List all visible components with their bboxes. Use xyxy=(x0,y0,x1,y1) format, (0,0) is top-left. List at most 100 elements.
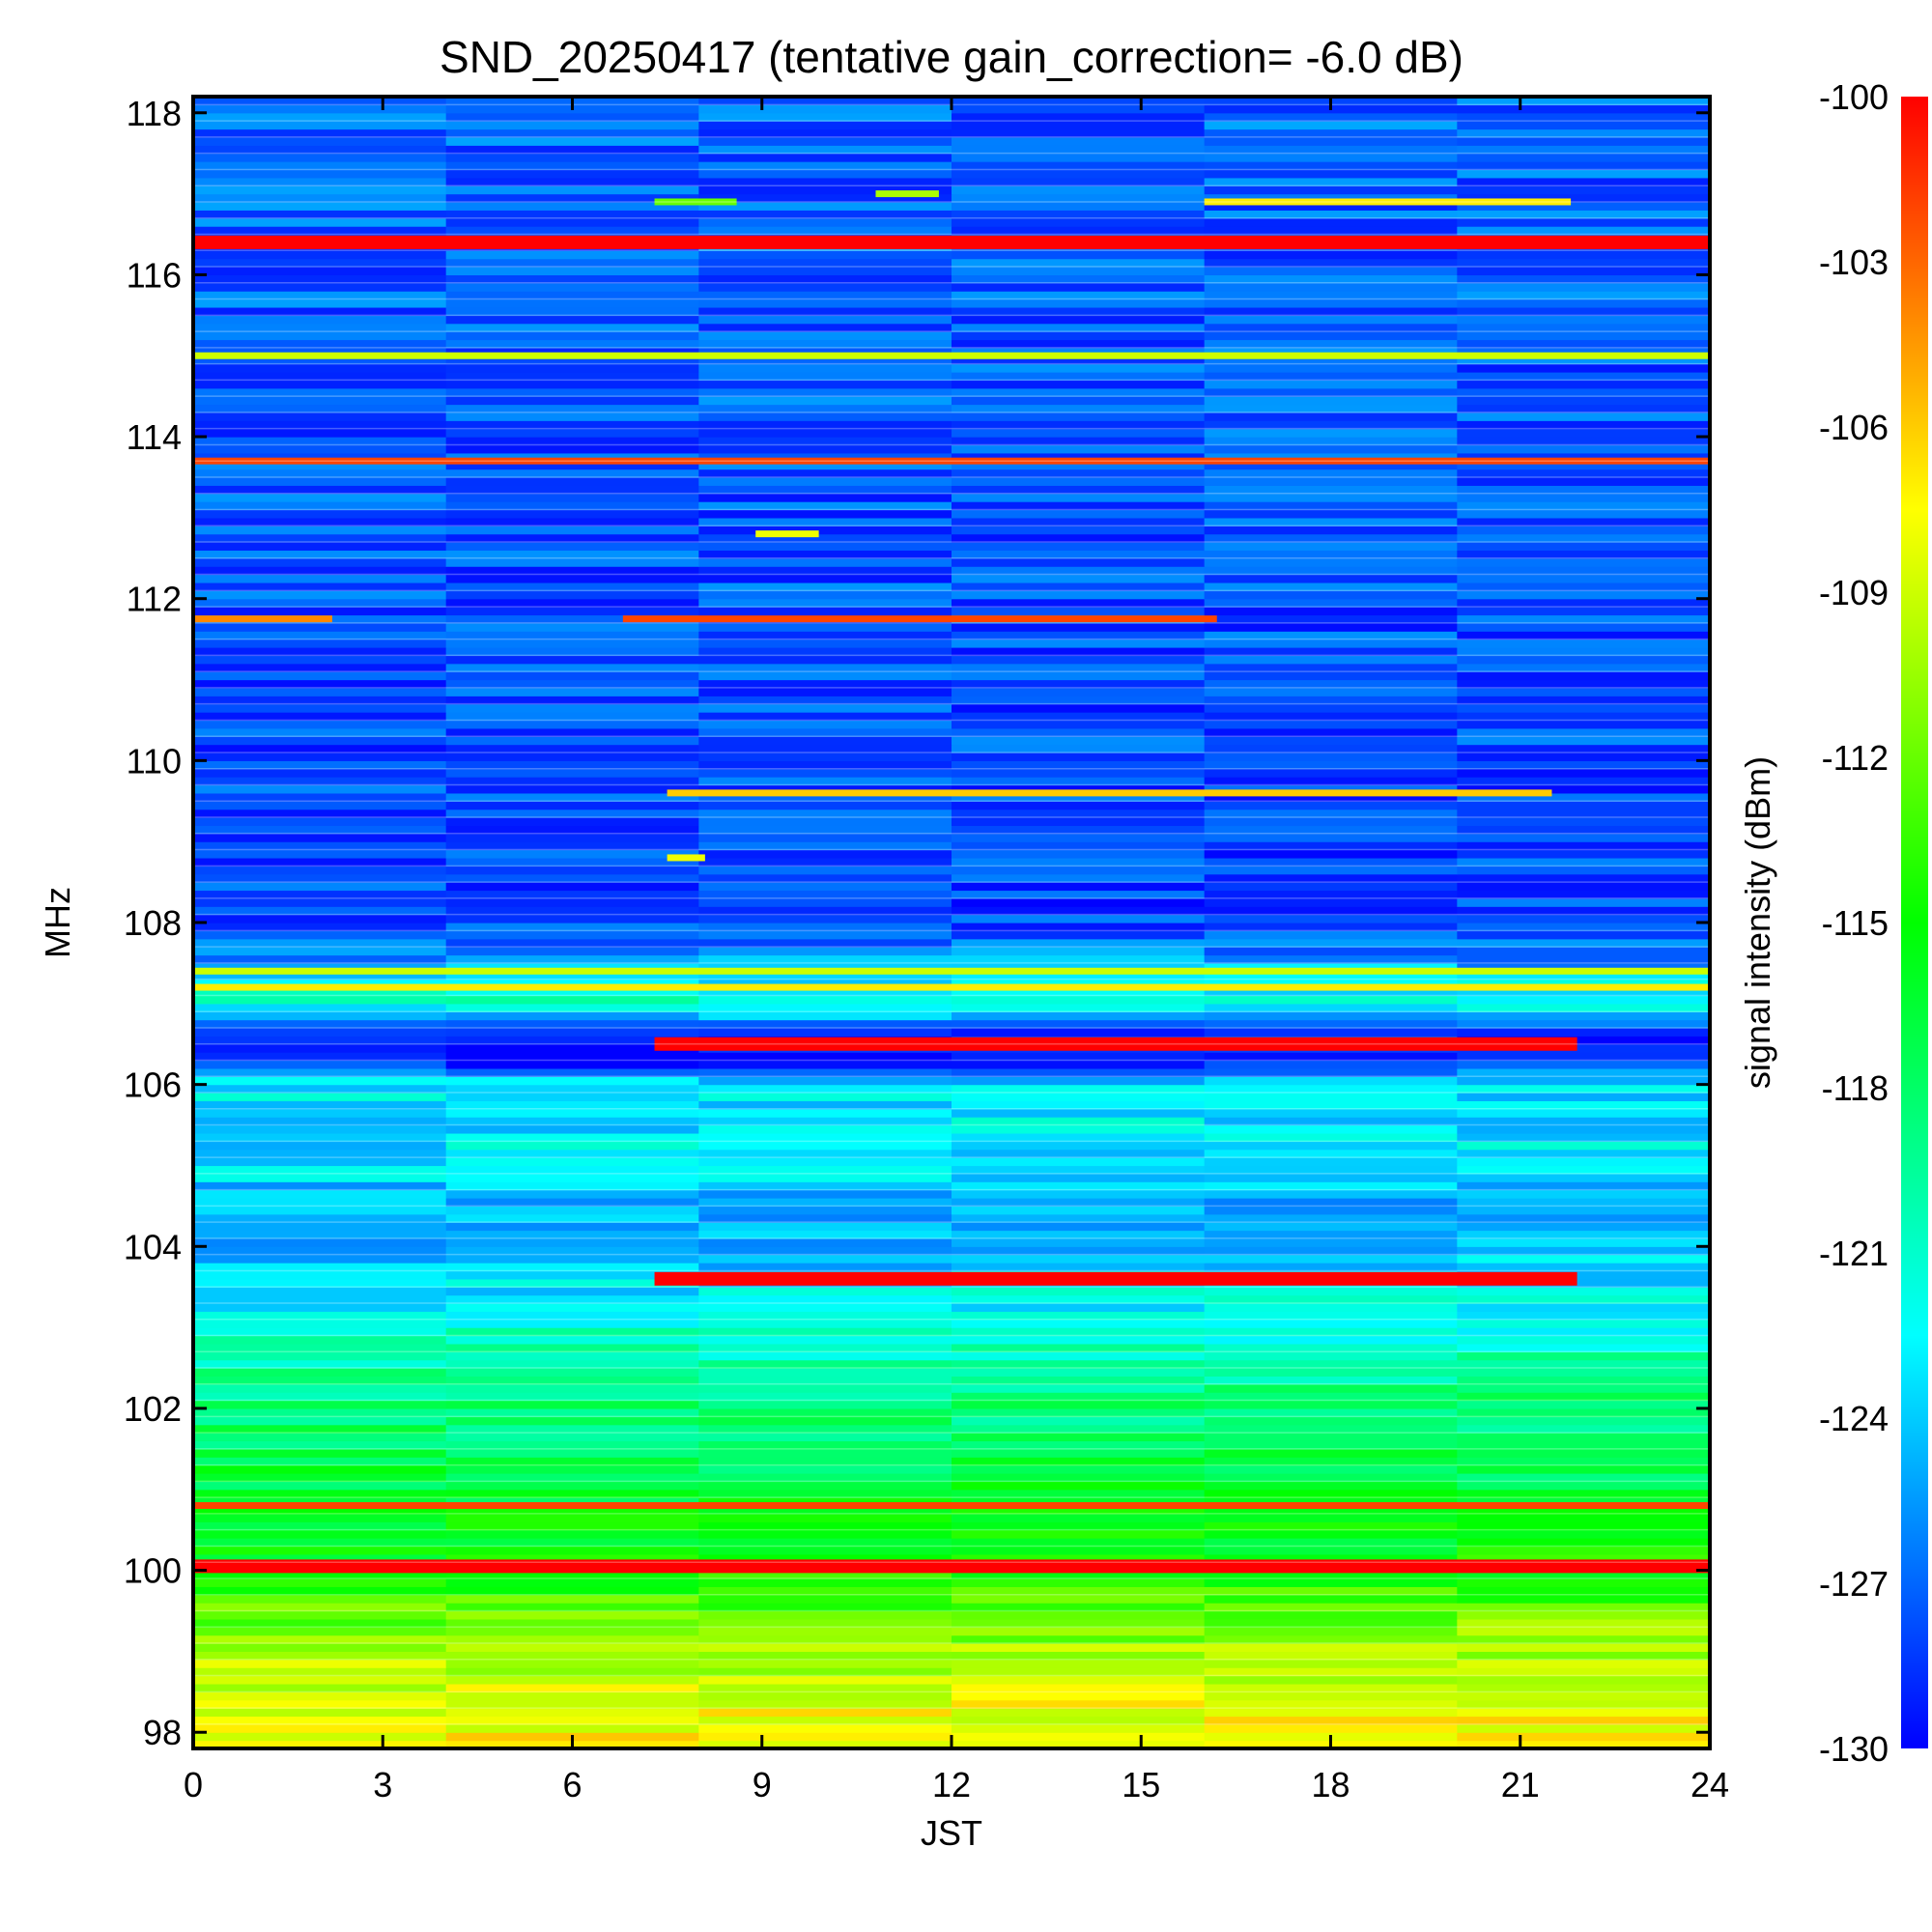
background-cell xyxy=(952,1149,1206,1158)
background-cell xyxy=(193,1659,447,1668)
background-cell xyxy=(1457,331,1710,341)
background-cell xyxy=(193,1368,447,1378)
background-cell xyxy=(193,1481,447,1491)
background-cell xyxy=(1457,250,1710,260)
background-cell xyxy=(1457,355,1710,365)
background-cell xyxy=(193,1740,447,1748)
background-cell xyxy=(952,1708,1206,1718)
background-cell xyxy=(952,1076,1206,1086)
background-cell xyxy=(193,136,447,146)
background-cell xyxy=(193,574,447,583)
background-cell xyxy=(193,760,447,770)
background-cell xyxy=(952,437,1206,446)
background-cell xyxy=(1457,1157,1710,1167)
background-cell xyxy=(1457,1457,1710,1466)
background-cell xyxy=(1204,258,1458,268)
background-cell xyxy=(445,598,699,608)
background-cell xyxy=(1457,363,1710,373)
background-cell xyxy=(1457,201,1710,211)
background-cell xyxy=(1457,696,1710,705)
background-cell xyxy=(698,104,952,114)
background-cell xyxy=(952,1230,1206,1239)
background-cell xyxy=(952,97,1206,105)
background-cell xyxy=(193,1132,447,1142)
background-cell xyxy=(193,339,447,349)
background-cell xyxy=(1204,509,1458,519)
background-cell xyxy=(445,1651,699,1661)
background-cell xyxy=(952,291,1206,300)
background-cell xyxy=(1457,979,1710,988)
background-cell xyxy=(1204,1505,1458,1515)
background-cell xyxy=(445,687,699,696)
background-cell xyxy=(1457,947,1710,956)
background-cell xyxy=(193,607,447,616)
background-cell xyxy=(952,712,1206,722)
signal-band xyxy=(667,789,1552,797)
background-cell xyxy=(698,372,952,381)
background-cell xyxy=(1457,1287,1710,1296)
background-cell xyxy=(1204,1675,1458,1685)
background-cell xyxy=(193,622,447,632)
background-cell xyxy=(1457,631,1710,640)
background-cell xyxy=(1204,768,1458,778)
y-tick-label: 98 xyxy=(143,1713,182,1752)
background-cell xyxy=(952,363,1206,373)
background-cell xyxy=(952,1618,1206,1628)
background-cell xyxy=(193,671,447,681)
background-cell xyxy=(1204,550,1458,559)
background-cell xyxy=(1204,849,1458,859)
background-cell xyxy=(1204,121,1458,130)
background-cell xyxy=(445,1294,699,1304)
background-cell xyxy=(952,923,1206,931)
background-cell xyxy=(698,1481,952,1491)
background-cell xyxy=(698,258,952,268)
background-cell xyxy=(445,1189,699,1199)
background-cell xyxy=(952,161,1206,171)
background-cell xyxy=(1204,752,1458,761)
background-cell xyxy=(952,153,1206,162)
background-cell xyxy=(1457,1278,1710,1288)
background-cell xyxy=(193,493,447,502)
background-cell xyxy=(445,161,699,171)
background-cell xyxy=(193,1376,447,1385)
background-cell xyxy=(193,930,447,940)
background-cell xyxy=(1457,792,1710,802)
background-cell xyxy=(952,1634,1206,1644)
background-cell xyxy=(698,1716,952,1725)
colorbar-tick-label: -112 xyxy=(1822,738,1889,778)
background-cell xyxy=(193,557,447,567)
background-cell xyxy=(193,687,447,696)
background-cell xyxy=(193,1440,447,1450)
background-cell xyxy=(1457,1294,1710,1304)
background-cell xyxy=(952,631,1206,640)
background-cell xyxy=(445,1610,699,1620)
background-cell xyxy=(1204,1586,1458,1596)
background-cell xyxy=(952,582,1206,591)
signal-band xyxy=(193,983,1710,991)
background-cell xyxy=(445,1043,699,1053)
background-cell xyxy=(698,1691,952,1701)
x-axis-label: JST xyxy=(921,1813,982,1853)
background-cell xyxy=(698,1100,952,1110)
background-cell xyxy=(1457,412,1710,421)
background-cell xyxy=(698,882,952,892)
background-cell xyxy=(1457,185,1710,195)
background-cell xyxy=(445,995,699,1005)
background-cell xyxy=(445,1246,699,1256)
background-cell xyxy=(445,1181,699,1191)
background-cell xyxy=(698,687,952,696)
background-cell xyxy=(952,857,1206,867)
background-cell xyxy=(445,1173,699,1182)
background-cell xyxy=(698,1149,952,1158)
background-cell xyxy=(1457,112,1710,122)
background-cell xyxy=(445,509,699,519)
background-cell xyxy=(1457,655,1710,665)
background-cell xyxy=(952,444,1206,454)
background-cell xyxy=(445,987,699,997)
background-cell xyxy=(1457,801,1710,810)
background-cell xyxy=(698,444,952,454)
background-cell xyxy=(445,169,699,179)
background-cell xyxy=(1204,866,1458,875)
background-cell xyxy=(698,1683,952,1692)
background-cell xyxy=(445,315,699,325)
